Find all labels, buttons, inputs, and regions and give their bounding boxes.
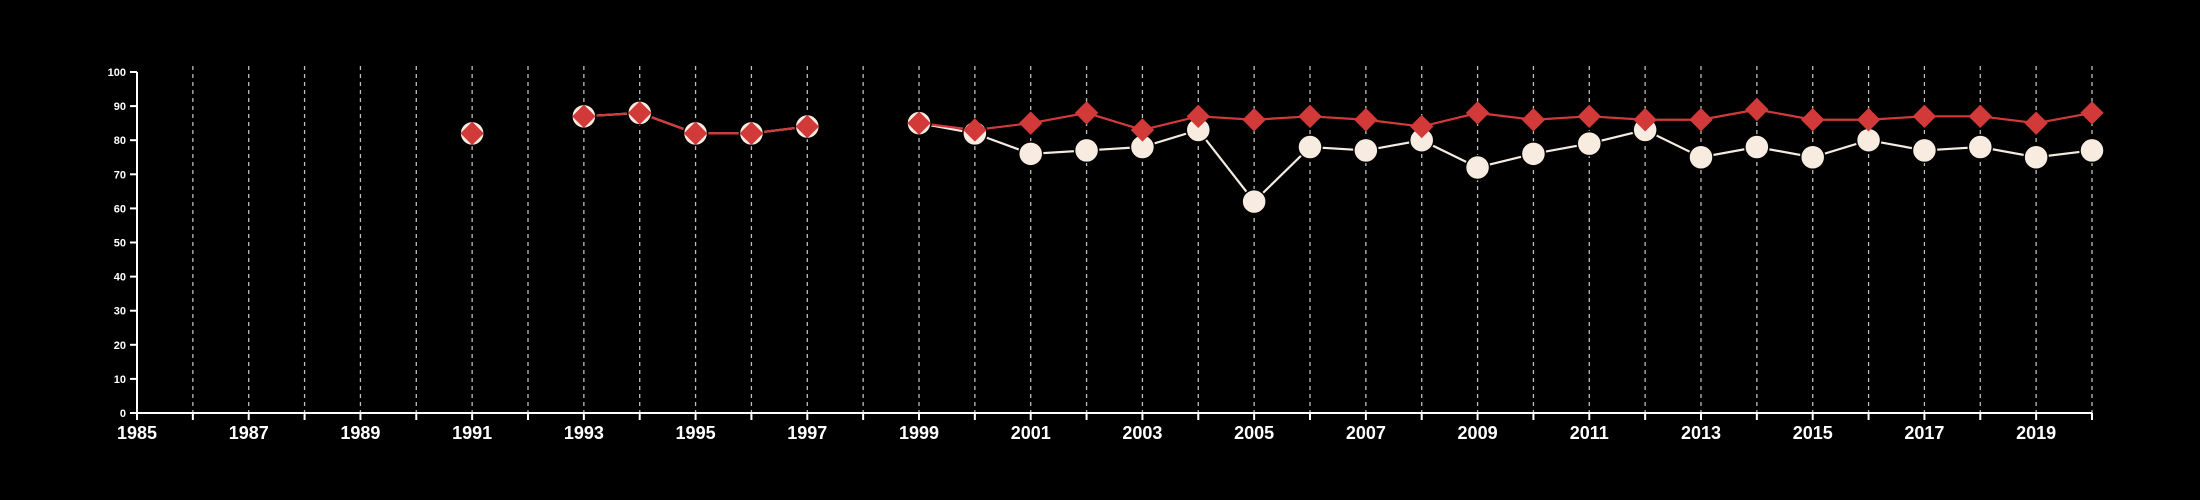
- series-0-point-2006: [1297, 134, 1323, 160]
- series-0-point-2005: [1241, 188, 1267, 215]
- x-tick-label-2019: 2019: [2016, 423, 2056, 443]
- x-tick-label-2017: 2017: [1904, 423, 1944, 443]
- series-1-point-2003: [1130, 118, 1155, 142]
- y-tick-label-60: 60: [114, 203, 126, 215]
- y-tick-label-70: 70: [114, 169, 126, 181]
- series-1-point-2000: [963, 118, 987, 142]
- series-0-point-2013: [1688, 144, 1714, 170]
- series-1-point-1997: [795, 114, 819, 139]
- y-tick-label-100: 100: [108, 67, 126, 79]
- series-1-point-2015: [1801, 108, 1825, 132]
- series-1-point-2011: [1577, 104, 1601, 129]
- series-1-point-2012: [1633, 108, 1657, 132]
- series-0-line-2: [918, 122, 2093, 204]
- series-0-point-2014: [1744, 134, 1770, 160]
- x-tick-label-2009: 2009: [1458, 423, 1498, 443]
- x-tick-label-1997: 1997: [787, 423, 827, 443]
- series-1-point-1996: [739, 121, 764, 146]
- series-1-point-2019: [2024, 111, 2048, 135]
- series-1-point-2008: [1410, 114, 1434, 139]
- series-0-point-2001: [1017, 141, 1044, 167]
- y-tick-label-0: 0: [120, 408, 126, 420]
- y-tick-label-90: 90: [114, 101, 126, 113]
- y-tick-label-20: 20: [114, 340, 126, 352]
- x-tick-label-2011: 2011: [1570, 423, 1609, 443]
- series-1-point-1993: [572, 104, 596, 129]
- series-1-point-2018: [1968, 104, 1992, 129]
- series-0-point-2007: [1353, 137, 1379, 164]
- x-tick-label-2005: 2005: [1234, 423, 1274, 443]
- series-1-point-2009: [1465, 101, 1490, 125]
- series-1-point-2017: [1912, 104, 1937, 129]
- x-tick-label-1993: 1993: [564, 423, 604, 443]
- series-1-point-2007: [1354, 108, 1378, 132]
- series-1-point-2013: [1689, 108, 1713, 132]
- y-tick-label-10: 10: [114, 374, 126, 386]
- series-1-point-2002: [1074, 101, 1099, 125]
- series-0-point-2019: [2023, 144, 2049, 170]
- y-tick-label-30: 30: [114, 306, 126, 318]
- series-0-point-2011: [1576, 130, 1603, 157]
- series-0-point-2009: [1464, 154, 1491, 181]
- series-1-point-1999: [907, 111, 931, 135]
- series-1-point-2010: [1521, 108, 1546, 132]
- x-tick-label-2001: 2001: [1011, 423, 1051, 443]
- x-tick-label-1995: 1995: [676, 423, 716, 443]
- series-1-point-2005: [1242, 108, 1266, 132]
- series-1-line-2: [918, 108, 2093, 132]
- x-tick-label-2013: 2013: [1681, 423, 1721, 443]
- x-tick-label-2007: 2007: [1346, 423, 1386, 443]
- series-0-point-2020: [2079, 137, 2105, 164]
- x-tick-label-1985: 1985: [117, 423, 157, 443]
- x-tick-label-1987: 1987: [229, 423, 269, 443]
- y-tick-label-40: 40: [114, 272, 126, 284]
- series-0-point-2010: [1520, 141, 1547, 167]
- series-1-point-2006: [1298, 104, 1322, 129]
- axis-layer: 1985 1987 1989 1991 1993 1995 1997 1999 2001 2003…: [108, 67, 2093, 443]
- x-tick-label-1991: 1991: [452, 423, 492, 443]
- x-tick-label-2003: 2003: [1122, 423, 1162, 443]
- series-0-point-2015: [1799, 144, 1826, 170]
- series-0-point-2002: [1073, 137, 1100, 164]
- series-1-point-2020: [2080, 101, 2104, 125]
- series-1-point-2004: [1186, 104, 1210, 129]
- series-1-point-1995: [683, 121, 708, 146]
- x-tick-label-1989: 1989: [340, 423, 380, 443]
- series-0-point-2018: [1967, 134, 1994, 160]
- series-1-point-1994: [628, 101, 652, 125]
- x-tick-label-1999: 1999: [899, 423, 939, 443]
- series-0-point-2017: [1911, 137, 1938, 164]
- series-0-point-2016: [1855, 127, 1882, 153]
- series-1-point-2001: [1019, 111, 1043, 135]
- series-1-point-2016: [1856, 108, 1881, 132]
- series-1-point-1991: [460, 121, 484, 146]
- series-1-point-2014: [1745, 97, 1769, 122]
- y-tick-label-50: 50: [114, 238, 126, 250]
- series-layer: [459, 97, 2105, 215]
- x-tick-label-2015: 2015: [1793, 423, 1833, 443]
- y-tick-label-80: 80: [114, 135, 126, 147]
